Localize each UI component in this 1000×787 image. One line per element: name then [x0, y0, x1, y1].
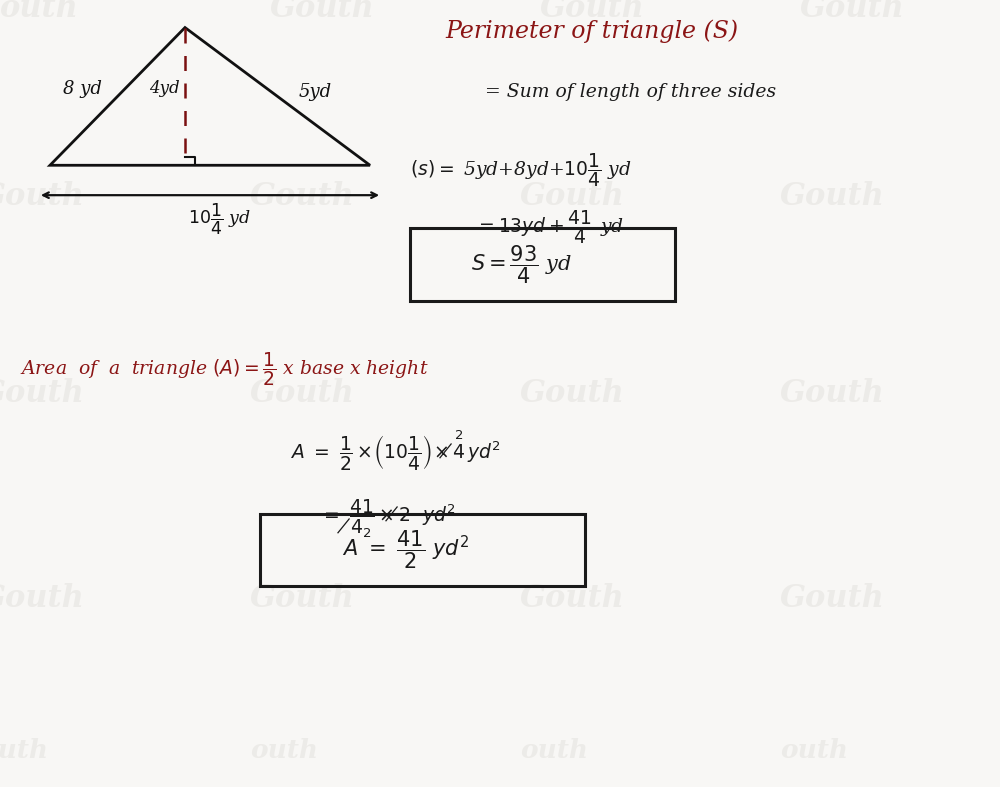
Text: Gouth: Gouth — [540, 0, 645, 24]
Text: $=\ \dfrac{41}{\not{4}_{2}} \times \not{2}\ \ yd^2$: $=\ \dfrac{41}{\not{4}_{2}} \times \not{… — [320, 497, 456, 540]
Text: Gouth: Gouth — [520, 583, 625, 614]
Text: $S = \dfrac{93}{4}$ yd: $S = \dfrac{93}{4}$ yd — [471, 243, 572, 286]
Text: = Sum of length of three sides: = Sum of length of three sides — [485, 83, 776, 101]
Text: Gouth: Gouth — [0, 379, 85, 409]
Text: Gouth: Gouth — [780, 583, 885, 614]
Text: 8 yd: 8 yd — [63, 79, 102, 98]
Text: outh: outh — [780, 738, 848, 763]
Text: Gouth: Gouth — [250, 583, 355, 614]
Text: Gouth: Gouth — [270, 0, 375, 24]
Text: outh: outh — [0, 738, 48, 763]
Text: $A\ =\ \dfrac{1}{2} \times \!\left(10\dfrac{1}{4}\right)\! \times \overset{2}{\n: $A\ =\ \dfrac{1}{2} \times \!\left(10\df… — [290, 429, 501, 473]
Text: $= 13yd + \dfrac{41}{4}$ yd: $= 13yd + \dfrac{41}{4}$ yd — [475, 209, 624, 246]
Text: $A\ =\ \dfrac{41}{2}\ yd^2$: $A\ =\ \dfrac{41}{2}\ yd^2$ — [342, 529, 470, 571]
Text: $10\dfrac{1}{4}$ yd: $10\dfrac{1}{4}$ yd — [188, 201, 252, 237]
Text: 4yd: 4yd — [149, 80, 180, 97]
Text: Gouth: Gouth — [250, 379, 355, 409]
Bar — [260, 514, 585, 586]
Text: Gouth: Gouth — [520, 379, 625, 409]
Text: $(s) =$ 5yd+8yd+$10\dfrac{1}{4}$ yd: $(s) =$ 5yd+8yd+$10\dfrac{1}{4}$ yd — [410, 151, 632, 189]
Text: Gouth: Gouth — [250, 182, 355, 212]
Bar — [410, 228, 675, 301]
Text: Perimeter of triangle (S): Perimeter of triangle (S) — [445, 20, 738, 43]
Text: Gouth: Gouth — [800, 0, 905, 24]
Text: Gouth: Gouth — [780, 182, 885, 212]
Text: Gouth: Gouth — [0, 583, 85, 614]
Text: Area  of  a  triangle $(A) = \dfrac{1}{2}$ x base x height: Area of a triangle $(A) = \dfrac{1}{2}$ … — [20, 350, 429, 388]
Text: outh: outh — [0, 0, 79, 24]
Text: outh: outh — [520, 738, 588, 763]
Text: 5yd: 5yd — [299, 83, 332, 102]
Text: Gouth: Gouth — [0, 182, 85, 212]
Text: Gouth: Gouth — [780, 379, 885, 409]
Text: outh: outh — [250, 738, 318, 763]
Text: Gouth: Gouth — [520, 182, 625, 212]
